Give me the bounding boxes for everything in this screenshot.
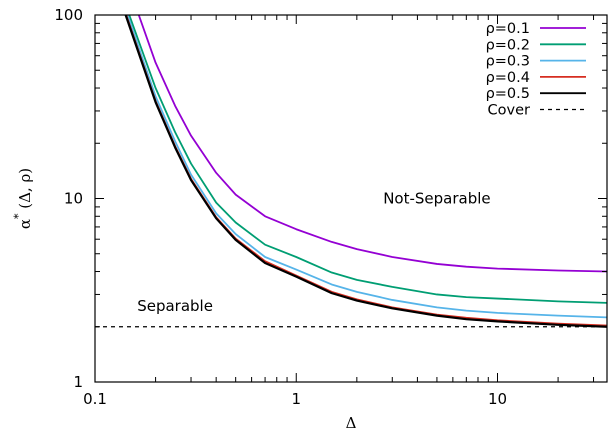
y-tick-label: 10 [64,190,83,208]
y-tick-label: 100 [54,6,83,24]
annotation-1: Not-Separable [383,190,490,208]
series-line-4 [125,15,607,327]
x-tick-label: 1 [291,390,301,408]
x-axis-title: Δ [346,414,357,432]
legend-label-4: ρ=0.4 [486,70,530,86]
annotation-2: Separable [137,297,213,315]
y-tick-label: 1 [73,373,83,391]
legend-label-5: ρ=0.5 [486,86,530,102]
x-tick-label: 10 [488,390,507,408]
series-line-1 [137,15,607,273]
plot-layer [95,15,607,328]
axis-layer [94,14,608,383]
series-line-2 [128,15,607,304]
y-axis-title: α* (Δ, ρ) [12,168,34,229]
legend-label-3: ρ=0.3 [486,54,530,70]
legend-label-6: Cover [488,103,530,119]
series-line-3 [126,15,607,319]
legend-label-1: ρ=0.1 [486,21,530,37]
legend-label-2: ρ=0.2 [486,37,530,53]
x-tick-label: 0.1 [83,390,107,408]
series-line-5 [124,15,607,328]
